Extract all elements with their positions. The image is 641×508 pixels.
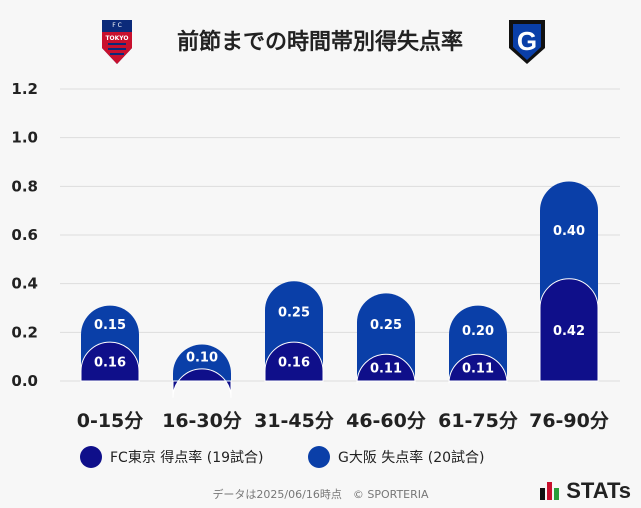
- gamba-osaka-logo-icon: G: [509, 20, 545, 64]
- data-label-g-osaka: 0.20: [462, 324, 494, 339]
- data-label-fc-tokyo: 0.16: [278, 356, 310, 371]
- y-tick-label: 1.0: [11, 129, 38, 147]
- y-tick-label: 0.6: [11, 226, 38, 244]
- y-tick-label: 0.8: [11, 177, 38, 195]
- chart-header: F C TOKYO 前節までの時間帯別得失点率 G: [0, 0, 641, 84]
- data-label-g-osaka: 0.15: [94, 318, 126, 333]
- x-tick-label: 16-30分: [162, 410, 242, 432]
- y-tick-label: 0.4: [11, 275, 38, 293]
- data-label-g-osaka: 0.10: [186, 351, 218, 366]
- stats-brand: STATs: [540, 478, 631, 504]
- bar-fc-tokyo: [356, 353, 416, 384]
- data-label-fc-tokyo: 0.42: [553, 324, 585, 339]
- x-tick-label: 46-60分: [346, 410, 426, 432]
- y-tick-label: 0.0: [11, 372, 38, 390]
- svg-text:F C: F C: [112, 22, 122, 29]
- footer-note: データは2025/06/16時点 © SPORTERIA: [212, 488, 429, 501]
- stats-logo-icon: [540, 482, 560, 500]
- data-label-g-osaka: 0.25: [278, 306, 310, 321]
- x-tick-label: 0-15分: [77, 410, 144, 432]
- legend-item-fc-tokyo: FC東京 得点率 (19試合): [80, 446, 263, 468]
- x-tick-label: 61-75分: [438, 410, 518, 432]
- data-label-g-osaka: 0.40: [553, 224, 585, 239]
- data-label-fc-tokyo: 0.16: [94, 356, 126, 371]
- data-label-fc-tokyo: 0.11: [462, 362, 494, 377]
- bar-fc-tokyo: [80, 341, 140, 382]
- bar-fc-tokyo: [264, 341, 324, 382]
- x-tick-label: 31-45分: [254, 410, 334, 432]
- svg-text:G: G: [517, 26, 537, 56]
- x-tick-label: 76-90分: [529, 410, 609, 432]
- chart-title: 前節までの時間帯別得失点率: [176, 30, 463, 55]
- legend-label-fc-tokyo: FC東京 得点率 (19試合): [110, 450, 264, 466]
- y-tick-label: 1.2: [11, 80, 38, 98]
- legend-label-g-osaka: G大阪 失点率 (20試合): [338, 450, 485, 466]
- bar-fc-tokyo: [172, 368, 232, 398]
- legend: FC東京 得点率 (19試合) G大阪 失点率 (20試合): [80, 446, 550, 476]
- data-label-fc-tokyo: 0.11: [370, 362, 402, 377]
- svg-text:TOKYO: TOKYO: [105, 35, 128, 42]
- legend-item-g-osaka: G大阪 失点率 (20試合): [308, 446, 485, 468]
- bar-fc-tokyo: [448, 353, 508, 384]
- bar-fc-tokyo: [539, 278, 599, 382]
- legend-swatch-fc-tokyo: [80, 446, 102, 468]
- fc-tokyo-logo-icon: F C TOKYO: [102, 20, 132, 64]
- data-label-g-osaka: 0.25: [370, 318, 402, 333]
- stats-brand-text: STATs: [566, 478, 631, 503]
- bar-chart: 0.0 0.2 0.4 0.6 0.8 1.0 1.2 0.15 0.16 0-15分 0.10 16…: [11, 80, 620, 432]
- legend-swatch-g-osaka: [308, 446, 330, 468]
- bar-g-osaka: [173, 344, 231, 381]
- y-tick-label: 0.2: [11, 323, 38, 341]
